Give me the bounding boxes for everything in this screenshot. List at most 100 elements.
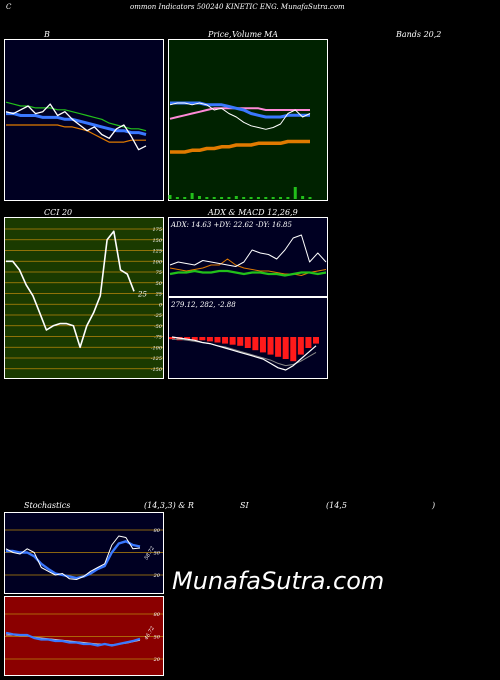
- volume-bar: [279, 197, 283, 199]
- rsi-tick-label: 20: [153, 657, 161, 663]
- adx-macd-title: ADX & MACD 12,26,9: [208, 208, 298, 217]
- volume-bar: [264, 197, 268, 199]
- volume-bar: [175, 197, 179, 199]
- rsi-tick-label: 80: [154, 612, 161, 618]
- price-title: Price,: [208, 30, 232, 39]
- cci-tick-label: -25: [154, 313, 162, 319]
- macd-histogram-bar: [313, 337, 319, 344]
- volume-bar: [197, 196, 201, 199]
- adx-minus-di-line: [169, 258, 327, 276]
- cci-panel: 175 150 125 100 75 50 25 0 -25 -50 -75 -100 -125 -150…: [4, 217, 164, 379]
- macd-histogram-bar: [290, 337, 297, 362]
- rsi-params: (14,5: [326, 501, 347, 510]
- macd-histogram-bar: [275, 337, 282, 357]
- watermark: MunafaSutra.com: [172, 567, 385, 595]
- macd-histogram-bar: [222, 337, 229, 344]
- macd-panel: 279.12, 282, -2.88: [168, 297, 328, 379]
- volume-bar: [301, 196, 305, 199]
- macd-histogram-bar: [191, 337, 198, 341]
- volume-bar: [212, 197, 216, 199]
- bollinger-title: B: [44, 30, 50, 39]
- cci-tick-label: -100: [151, 345, 163, 351]
- price-panel: [168, 39, 328, 201]
- bollinger-panel: [4, 39, 164, 201]
- cci-background: [4, 217, 164, 379]
- macd-histogram-bar: [252, 337, 259, 351]
- header-left: C: [6, 3, 12, 11]
- adx-background: [168, 217, 328, 297]
- macd-readout: 279.12, 282, -2.88: [170, 301, 236, 309]
- bollinger-price-line: [5, 103, 147, 151]
- stoch-tick-label: 20: [153, 573, 161, 579]
- macd-signal-line: [172, 338, 317, 367]
- cci-value-label: 25: [137, 291, 147, 299]
- stoch-params: (14,3,3) & R: [144, 501, 194, 510]
- stoch-tick-label: 80: [154, 528, 161, 534]
- macd-histogram-bar: [259, 337, 266, 353]
- bands-title: Bands 20,2: [396, 30, 442, 39]
- volume-bar: [256, 197, 260, 199]
- adx-readout: ADX: 14.63 +DY: 22.62 -DY: 16.85: [170, 221, 292, 229]
- macd-histogram-bar: [305, 337, 312, 348]
- macd-histogram-bar: [229, 337, 236, 345]
- volume-bar: [308, 197, 312, 199]
- volume-bar: [271, 197, 275, 199]
- cci-tick-label: -75: [154, 335, 162, 341]
- adx-chart: ADX: 14.63 +DY: 22.62 -DY: 16.85: [168, 217, 328, 297]
- cci-tick-label: 125: [152, 249, 162, 255]
- cci-tick-label: -50: [154, 324, 163, 330]
- volume-bar: [183, 197, 187, 199]
- macd-histogram-bar: [244, 337, 251, 348]
- macd-histogram-bar: [169, 337, 175, 340]
- header-center: ommon Indicators 500240 KINETIC ENG. Mun…: [130, 3, 345, 11]
- cci-tick-label: 150: [152, 238, 162, 244]
- cci-tick-label: -125: [151, 356, 162, 362]
- volume-bar: [242, 197, 246, 199]
- cci-tick-label: 50: [156, 281, 163, 287]
- adx-panel: ADX: 14.63 +DY: 22.62 -DY: 16.85: [168, 217, 328, 297]
- macd-histogram-bar: [282, 337, 289, 359]
- volume-bar: [286, 197, 290, 199]
- rsi-close: ): [432, 501, 436, 510]
- macd-histogram-bar: [206, 337, 213, 342]
- rsi-title: SI: [240, 501, 249, 510]
- bollinger-chart: [4, 39, 164, 201]
- macd-chart: 279.12, 282, -2.88: [168, 297, 328, 379]
- stoch-k-line: [5, 535, 141, 580]
- macd-histogram-bar: [267, 337, 274, 355]
- macd-histogram-bar: [297, 337, 304, 355]
- adx-line: [169, 269, 327, 277]
- cci-chart: 175 150 125 100 75 50 25 0 -25 -50 -75 -100 -125 -150…: [4, 217, 164, 379]
- rsi-tick-label: 50: [154, 635, 161, 641]
- volume-bar: [205, 197, 209, 199]
- adx-plus-di-line: [169, 234, 327, 267]
- bollinger-upper-band: [5, 101, 147, 132]
- cci-tick-label: 25: [155, 292, 162, 298]
- volume-bar: [220, 197, 224, 199]
- macd-line: [171, 336, 317, 371]
- cci-line: [6, 230, 135, 349]
- stoch-background: [4, 512, 164, 594]
- rsi-panel: 80 50 20 46.72: [4, 596, 164, 676]
- price-background: [168, 39, 328, 201]
- cci-tick-label: 75: [156, 270, 162, 276]
- rsi-line: [5, 631, 141, 647]
- cci-tick-label: 100: [152, 259, 162, 265]
- volume-bar: [249, 197, 253, 199]
- stoch-d-line: [6, 540, 141, 580]
- bollinger-lower-band: [6, 124, 146, 143]
- ma-title: MA: [264, 30, 278, 39]
- volume-bar: [234, 196, 238, 199]
- ma-orange-line: [170, 139, 310, 154]
- macd-histogram-bar: [184, 337, 191, 340]
- volume-bar: [168, 195, 172, 199]
- macd-histogram-bar: [237, 337, 244, 346]
- macd-histogram-bar: [199, 337, 206, 341]
- bollinger-middle-band: [6, 112, 147, 136]
- bollinger-background: [4, 39, 164, 201]
- price-chart: [168, 39, 328, 201]
- cci-tick-label: 175: [152, 227, 162, 233]
- price-line: [169, 102, 311, 130]
